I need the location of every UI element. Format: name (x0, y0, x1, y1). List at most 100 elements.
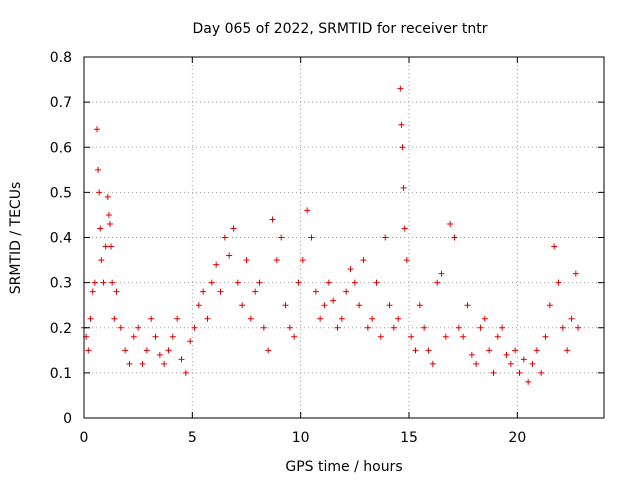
data-point (126, 360, 133, 367)
data-point (208, 279, 215, 286)
chart-title: Day 065 of 2022, SRMTID for receiver tnt… (192, 21, 487, 37)
data-point (213, 261, 220, 268)
data-point (304, 207, 311, 214)
x-tick-label: 20 (508, 430, 526, 446)
data-point (369, 315, 376, 322)
data-point (512, 347, 519, 354)
data-point (107, 220, 113, 227)
data-point (538, 369, 545, 376)
data-point (321, 302, 328, 309)
data-point (317, 315, 324, 322)
y-tick-label: 0.4 (50, 231, 72, 247)
y-axis-label: SRMTID / TECUs (8, 182, 24, 295)
data-point (477, 324, 484, 331)
data-point (204, 315, 211, 322)
data-point (575, 324, 581, 331)
data-point (408, 333, 415, 340)
data-point (564, 347, 571, 354)
data-point (351, 279, 358, 286)
data-point (400, 184, 407, 191)
data-point (102, 243, 109, 250)
data-point (330, 297, 337, 304)
data-point (135, 324, 142, 331)
data-point (273, 257, 280, 264)
data-point (499, 324, 506, 331)
data-point (87, 315, 94, 322)
data-point (108, 243, 115, 250)
data-point (89, 288, 96, 295)
data-point (286, 324, 293, 331)
data-point (533, 347, 540, 354)
data-point (429, 360, 436, 367)
data-point (325, 279, 332, 286)
x-axis-label: GPS time / hours (285, 459, 402, 475)
data-point (165, 347, 172, 354)
y-tick-label: 0.2 (50, 321, 72, 337)
data-point (100, 279, 107, 286)
data-point (364, 324, 371, 331)
data-point (473, 360, 480, 367)
data-point (96, 189, 103, 196)
data-point (398, 121, 405, 128)
y-tick-label: 0 (63, 411, 72, 427)
data-point (221, 234, 228, 241)
data-point (401, 225, 408, 232)
data-point (490, 369, 497, 376)
data-point (464, 302, 471, 309)
data-point (291, 333, 298, 340)
data-point (555, 279, 562, 286)
data-point (226, 252, 233, 259)
data-point (412, 347, 419, 354)
grid (84, 57, 604, 418)
data-point (195, 302, 202, 309)
data-point (347, 266, 354, 273)
data-point (111, 315, 118, 322)
data-point (525, 378, 532, 385)
data-point (299, 257, 306, 264)
data-point (113, 288, 120, 295)
axis-ticks: 0 0.1 0.2 0.3 0.4 0.5 0.6 0.7 0.8 0 5 10 15 20 (50, 50, 604, 446)
data-point (399, 144, 406, 151)
data-point (529, 360, 536, 367)
data-point (295, 279, 302, 286)
x-tick-label: 15 (400, 430, 418, 446)
data-point (516, 369, 523, 376)
data-point (217, 288, 224, 295)
data-point (520, 356, 527, 363)
data-point (252, 288, 259, 295)
data-point (397, 85, 404, 92)
data-point (481, 315, 488, 322)
data-point (434, 279, 441, 286)
data-point (546, 302, 553, 309)
x-tick-label: 10 (292, 430, 310, 446)
data-point (425, 347, 432, 354)
data-point (542, 333, 549, 340)
data-point (442, 333, 449, 340)
data-point (260, 324, 267, 331)
data-point (416, 302, 423, 309)
data-point (139, 360, 146, 367)
data-point (278, 234, 285, 241)
data-point (247, 315, 254, 322)
data-point (282, 302, 289, 309)
data-point (403, 257, 410, 264)
data-point (161, 360, 168, 367)
data-point (551, 243, 558, 250)
data-point (85, 347, 92, 354)
data-point (94, 126, 100, 133)
data-point (239, 302, 246, 309)
data-point (174, 315, 181, 322)
data-point (200, 288, 207, 295)
data-point (243, 257, 250, 264)
data-points (81, 85, 581, 385)
data-point (182, 369, 189, 376)
y-tick-label: 0.7 (50, 95, 72, 111)
data-point (97, 225, 104, 232)
data-point (234, 279, 241, 286)
data-point (373, 279, 380, 286)
data-point (494, 333, 501, 340)
data-point (109, 279, 116, 286)
data-point (148, 315, 155, 322)
data-point (152, 333, 159, 340)
data-point (105, 211, 112, 218)
